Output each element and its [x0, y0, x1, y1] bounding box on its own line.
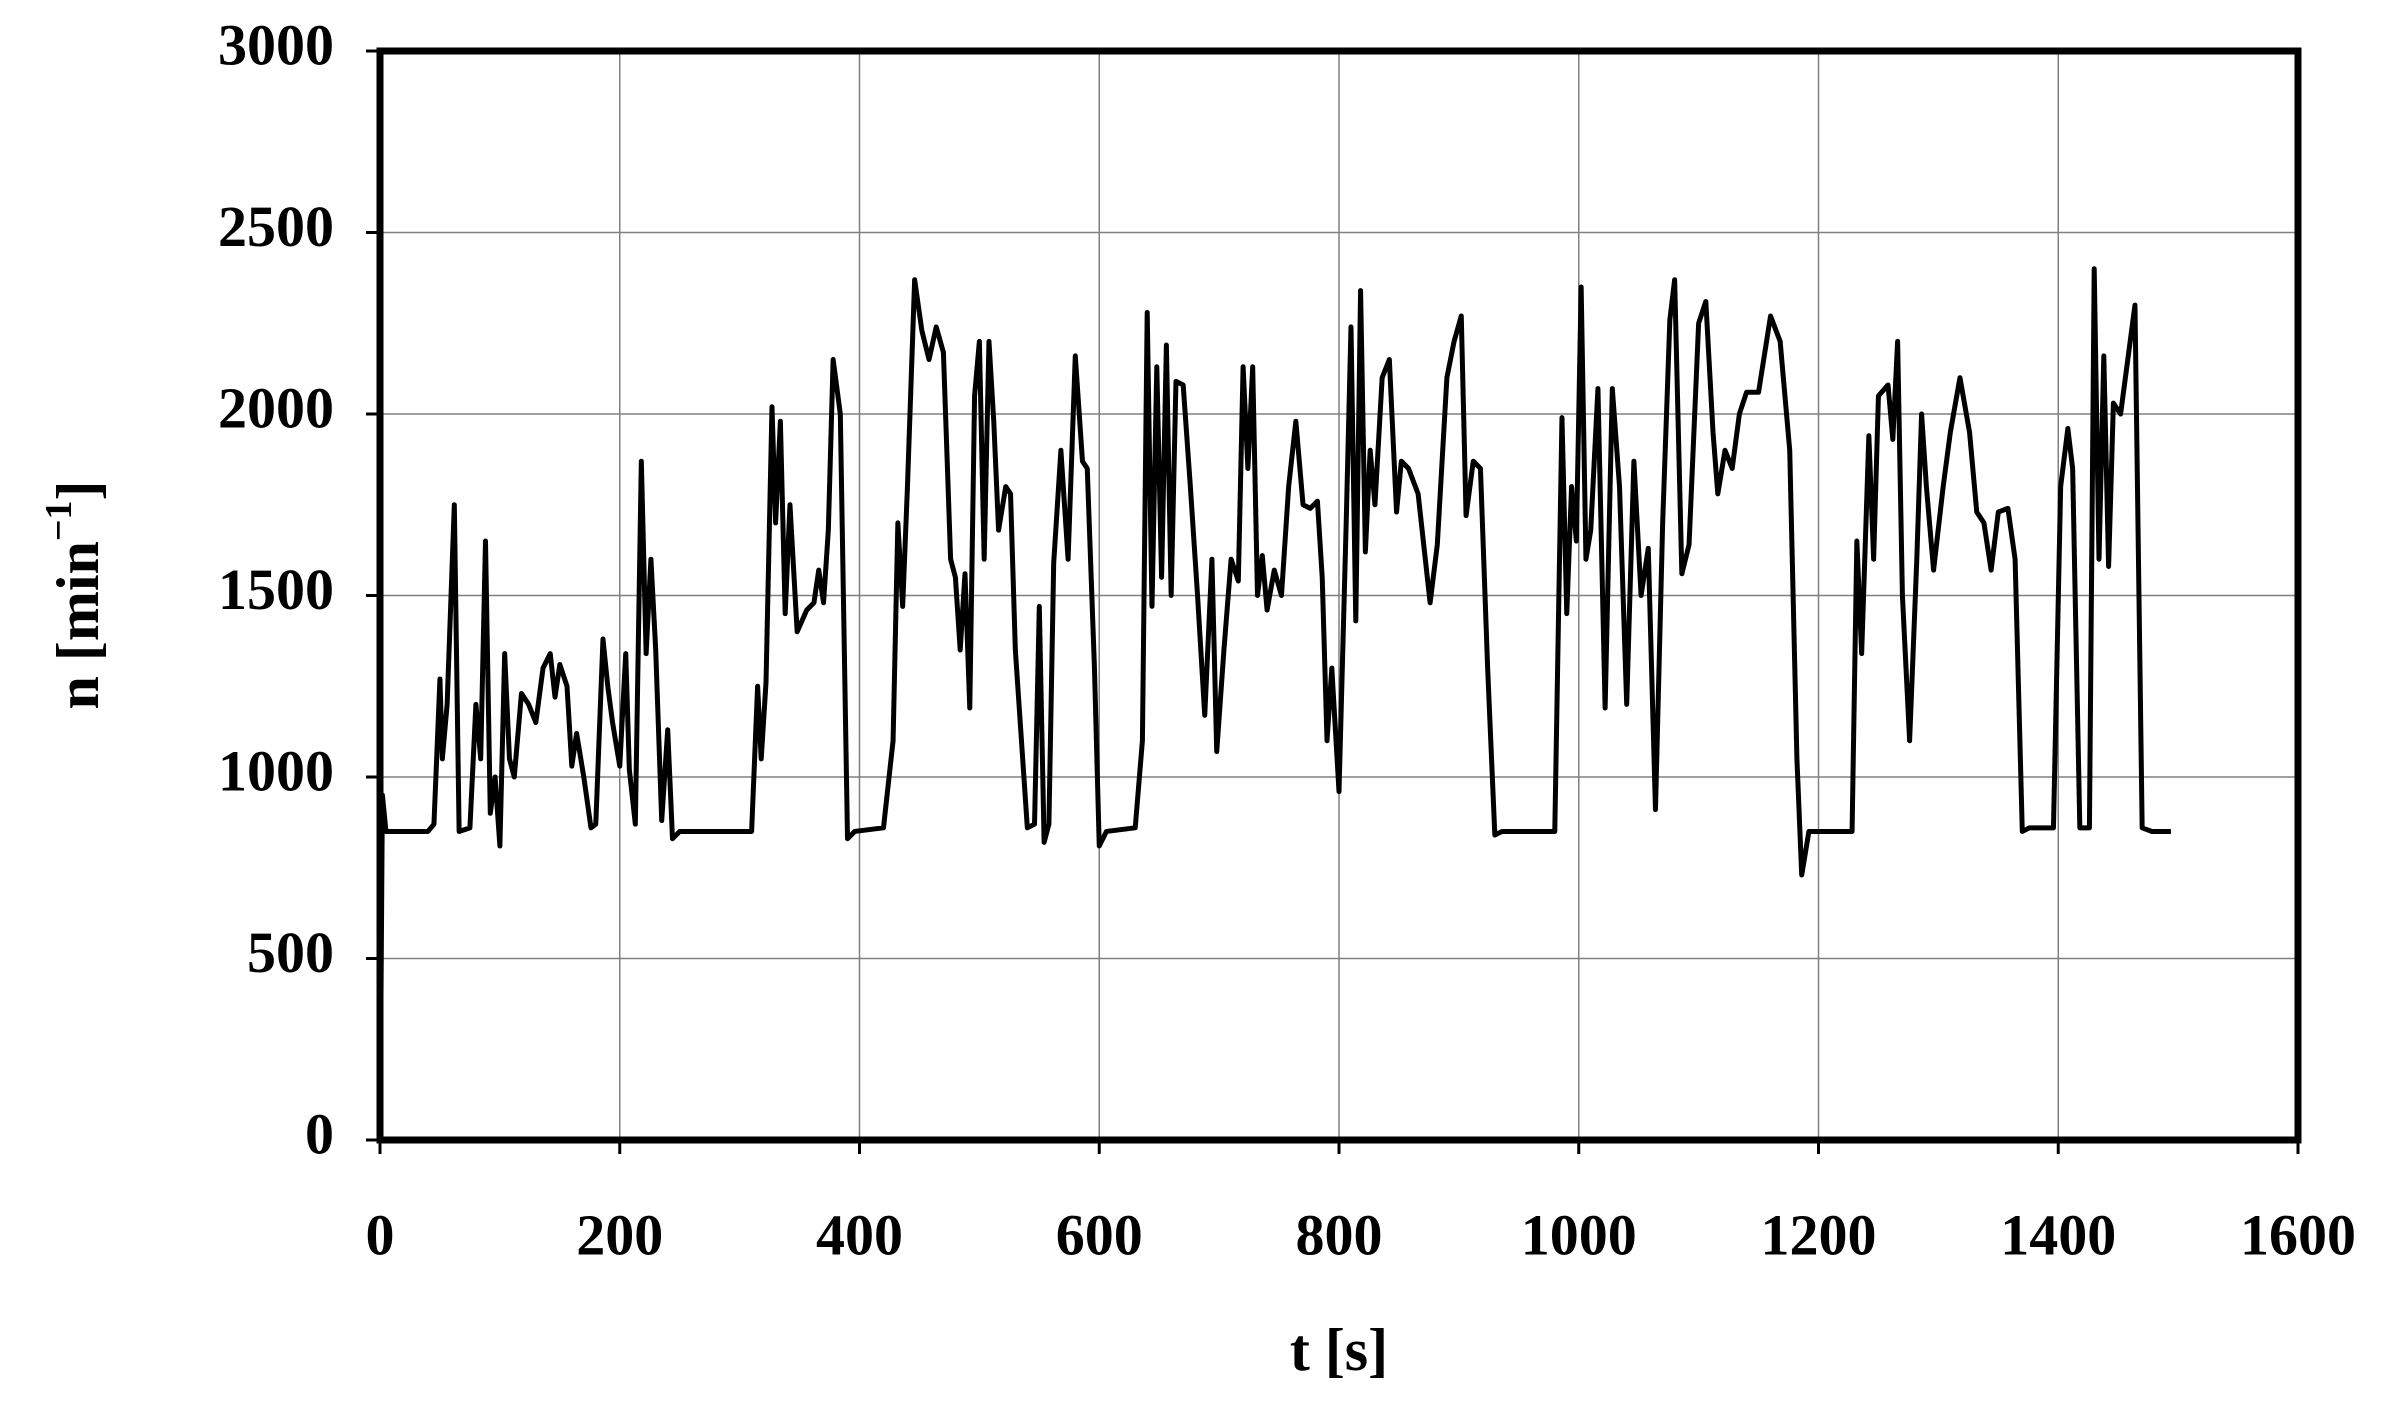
- x-tick-label: 1600: [2240, 1202, 2356, 1267]
- y-tick-label: 2500: [218, 194, 334, 259]
- x-tick-label: 1400: [2000, 1202, 2116, 1267]
- x-tick-label: 800: [1296, 1202, 1383, 1267]
- y-tick-label: 2000: [218, 375, 334, 440]
- y-tick-label: 3000: [218, 12, 334, 77]
- y-axis-label-sup: −1: [38, 500, 80, 541]
- x-tick-label: 1000: [1521, 1202, 1637, 1267]
- plot: [377, 266, 2171, 1141]
- data-line: [377, 266, 2171, 1141]
- y-axis-label-end: ]: [45, 480, 111, 500]
- x-tick-label: 0: [366, 1202, 395, 1267]
- ticks: 0 500 1000 1500 2000 2500 3000 0 200 400 600 800 100…: [218, 12, 2356, 1267]
- x-tick-label: 600: [1056, 1202, 1143, 1267]
- y-tick-label: 0: [305, 1101, 334, 1166]
- y-tick-label: 1000: [218, 738, 334, 803]
- y-axis-label-main: n [min: [45, 541, 111, 709]
- x-tick-label: 200: [576, 1202, 663, 1267]
- y-tick-label: 500: [247, 920, 334, 985]
- grid: [379, 50, 2299, 1141]
- y-axis-label: n [min−1]: [38, 480, 111, 709]
- y-tick-label: 1500: [218, 557, 334, 622]
- x-tick-label: 400: [816, 1202, 903, 1267]
- x-tick-label: 1200: [1761, 1202, 1877, 1267]
- x-axis-label: t [s]: [1290, 1317, 1388, 1383]
